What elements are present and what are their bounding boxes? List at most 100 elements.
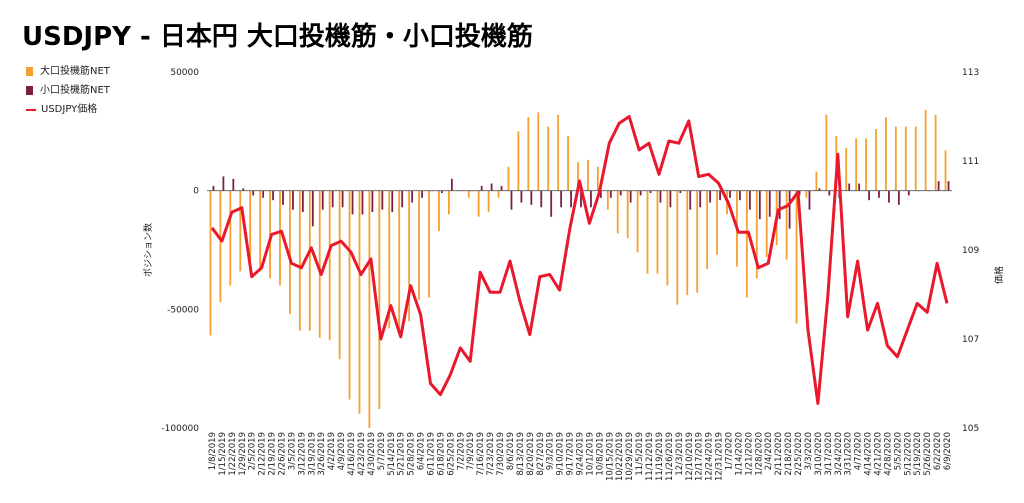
bar-large-spec	[914, 126, 917, 191]
x-tick: 6/4/2019	[417, 432, 427, 470]
x-tick: 3/12/2019	[297, 432, 307, 476]
bar-large-spec	[408, 190, 411, 322]
bar-small-spec	[520, 190, 523, 203]
x-tick: 10/8/2019	[595, 432, 605, 476]
bar-large-spec	[815, 171, 818, 191]
x-tick: 4/7/2020	[854, 432, 864, 470]
bar-small-spec	[560, 190, 563, 208]
bar-small-spec	[480, 185, 483, 191]
x-tick: 7/2/2019	[456, 432, 466, 470]
x-tick: 1/7/2020	[725, 432, 735, 470]
x-tick: 3/19/2019	[307, 432, 317, 476]
x-tick: 2/5/2019	[248, 432, 258, 470]
bar-small-spec	[947, 181, 950, 191]
bar-large-spec	[447, 190, 450, 215]
y-tick-right: 109	[962, 246, 979, 256]
x-tick: 11/5/2019	[635, 432, 645, 476]
legend-item-large-spec: 大口投機筋NET	[26, 66, 115, 77]
bar-large-spec	[338, 190, 341, 360]
x-tick: 12/10/2019	[685, 432, 695, 481]
x-tick: 10/1/2019	[585, 432, 595, 476]
x-tick: 5/26/2020	[923, 432, 933, 476]
bar-small-spec	[570, 190, 572, 208]
bar-small-spec	[321, 190, 324, 210]
x-axis: 1/8/2019 1/15/2019 1/22/2019 1/29/2019 2/5/2…	[208, 432, 953, 481]
bar-large-spec	[438, 190, 440, 232]
bar-small-spec	[341, 190, 344, 208]
bar-small-spec	[748, 190, 751, 210]
bar-small-spec	[739, 190, 741, 201]
bar-small-spec	[500, 185, 503, 191]
x-tick: 9/10/2019	[556, 432, 566, 476]
bar-large-spec	[855, 138, 858, 191]
bar-small-spec	[907, 190, 910, 196]
bar-small-spec	[282, 190, 284, 205]
bar-large-spec	[636, 190, 639, 253]
x-tick: 3/3/2020	[804, 432, 814, 470]
bar-small-spec	[679, 190, 682, 194]
bar-small-spec	[232, 178, 235, 191]
bar-small-spec	[371, 190, 374, 213]
bar-small-spec	[818, 188, 821, 191]
x-tick: 8/27/2019	[536, 432, 546, 476]
bar-small-spec	[848, 183, 851, 191]
bar-small-spec	[361, 190, 364, 215]
bar-small-spec	[331, 190, 334, 208]
bar-large-spec	[934, 114, 937, 191]
x-tick: 4/30/2019	[367, 432, 377, 476]
bar-large-spec	[517, 131, 520, 191]
x-tick: 7/23/2019	[486, 432, 496, 476]
bar-large-spec	[646, 190, 649, 274]
bar-small-spec	[709, 190, 712, 203]
bar-large-spec	[656, 190, 659, 274]
bar-small-spec	[689, 190, 692, 210]
x-tick: 11/26/2019	[665, 432, 675, 481]
bar-small-spec	[699, 190, 702, 208]
bar-large-spec	[805, 190, 808, 198]
bar-large-spec	[875, 128, 877, 191]
bar-small-spec	[550, 190, 553, 217]
bar-large-spec	[428, 190, 430, 298]
bar-large-spec	[497, 190, 500, 198]
x-tick: 5/21/2019	[397, 432, 407, 476]
bar-large-spec	[596, 166, 599, 191]
bar-large-spec	[606, 190, 609, 210]
x-tick: 1/28/2020	[754, 432, 764, 476]
x-tick: 7/9/2019	[466, 432, 476, 470]
bar-small-spec	[609, 190, 612, 198]
bar-small-spec	[619, 190, 622, 196]
x-tick: 4/21/2020	[874, 432, 884, 476]
x-tick: 9/24/2019	[576, 432, 586, 476]
bar-small-spec	[411, 190, 414, 203]
x-tick: 5/14/2019	[387, 432, 397, 476]
x-tick: 5/19/2020	[913, 432, 923, 476]
bar-large-spec	[378, 190, 381, 410]
bar-small-spec	[788, 190, 791, 229]
bar-small-spec	[212, 185, 215, 191]
x-tick: 8/20/2019	[526, 432, 536, 476]
x-tick: 12/17/2019	[695, 432, 705, 481]
x-tick: 2/19/2019	[268, 432, 278, 476]
bar-small-spec	[878, 190, 880, 198]
y-tick-left: 50000	[170, 68, 199, 78]
bar-large-spec	[616, 190, 619, 234]
bar-small-spec	[669, 190, 672, 208]
x-tick: 5/28/2019	[407, 432, 417, 476]
legend-label-small-spec: 小口投機筋NET	[40, 85, 110, 96]
bar-large-spec	[944, 150, 947, 191]
x-tick: 9/3/2019	[546, 432, 556, 470]
x-tick: 3/31/2020	[844, 432, 854, 476]
x-tick: 7/30/2019	[496, 432, 506, 476]
x-tick: 3/5/2019	[287, 432, 297, 470]
bar-small-spec	[381, 190, 384, 210]
x-tick: 4/9/2019	[337, 432, 347, 470]
x-tick: 1/29/2019	[238, 432, 248, 476]
bar-large-spec	[348, 190, 351, 400]
legend-item-small-spec: 小口投機筋NET	[26, 85, 115, 96]
legend-swatch-small-spec	[26, 86, 33, 95]
bar-large-spec	[785, 190, 788, 260]
bar-large-spec	[209, 190, 212, 336]
bar-large-spec	[229, 190, 232, 286]
x-tick: 3/24/2020	[834, 432, 844, 476]
